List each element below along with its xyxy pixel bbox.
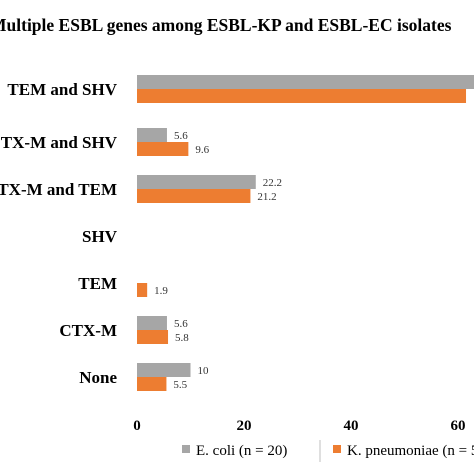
bar-k-pneumoniae (137, 377, 167, 391)
legend-swatch-e-coli (182, 445, 190, 453)
bar-e-coli (137, 316, 167, 330)
category-label: SHV (82, 227, 118, 246)
data-label: 9.6 (195, 144, 209, 156)
data-label: 5.6 (174, 130, 188, 142)
category-label: CTX-M (59, 321, 117, 340)
bar-k-pneumoniae (137, 330, 169, 344)
bar-e-coli (137, 75, 474, 89)
category-label: TEM and SHV (7, 80, 117, 99)
x-tick-label: 0 (133, 418, 141, 434)
category-label: None (79, 368, 117, 387)
bar-e-coli (137, 128, 167, 142)
category-label: CTX-M and TEM (0, 180, 117, 199)
legend-label: K. pneumoniae (n = 52) (347, 443, 474, 459)
plot-area: TEM and SHV CTX-M and SHV CTX-M and TEM SHV… (0, 75, 474, 434)
bar-k-pneumoniae (137, 189, 251, 203)
x-tick-label: 20 (237, 418, 252, 434)
category-label: CTX-M and SHV (0, 133, 118, 152)
data-label: 10 (198, 365, 210, 377)
chart-title: Multiple ESBL genes among ESBL-KP and ES… (0, 15, 452, 35)
legend-swatch-k-pneumoniae (333, 445, 341, 453)
x-tick-label: 40 (344, 418, 359, 434)
bar-e-coli (137, 363, 191, 377)
data-label: 5.8 (175, 332, 189, 344)
legend-label: E. coli (n = 20) (196, 443, 287, 459)
bar-k-pneumoniae (137, 89, 467, 103)
x-tick-label: 60 (451, 418, 466, 434)
bar-k-pneumoniae (137, 142, 189, 156)
data-label: 5.6 (174, 318, 188, 330)
category-label: TEM (78, 274, 117, 293)
data-label: 1.9 (154, 285, 168, 297)
bar-k-pneumoniae (137, 283, 148, 297)
data-label: 5.5 (173, 379, 187, 391)
legend: E. coli (n = 20) K. pneumoniae (n = 52) (182, 440, 474, 462)
data-label: 22.2 (263, 177, 282, 189)
bar-e-coli (137, 175, 256, 189)
data-label: 21.2 (257, 191, 276, 203)
